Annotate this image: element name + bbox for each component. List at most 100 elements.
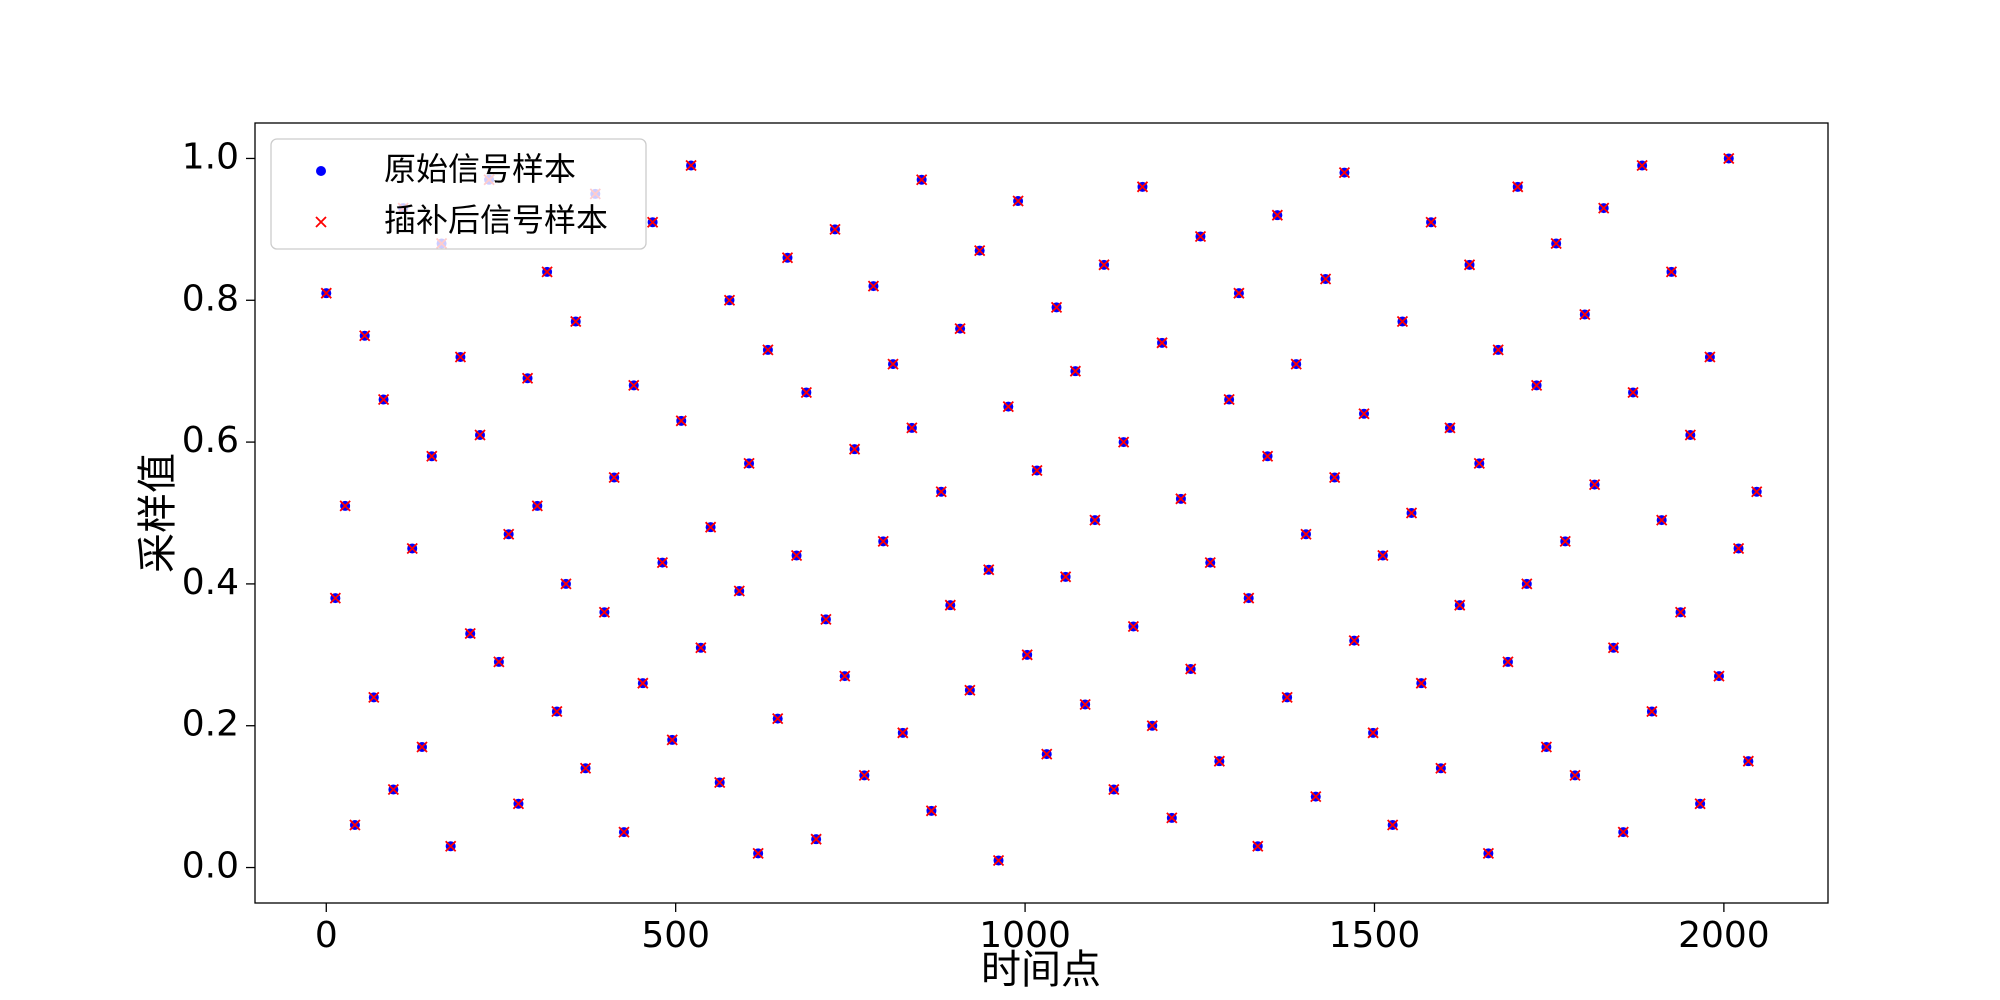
- point-x: [628, 379, 640, 392]
- point-x: [1348, 634, 1360, 647]
- point-x: [1713, 670, 1725, 682]
- legend-label: 原始信号样本: [384, 150, 576, 188]
- point-x: [1243, 592, 1255, 604]
- point-x: [858, 769, 870, 782]
- point-x: [1665, 266, 1678, 278]
- point-x: [1396, 315, 1409, 328]
- point-x: [752, 847, 764, 860]
- point-x: [1627, 386, 1639, 399]
- point-x: [1636, 159, 1648, 172]
- x-axis-label: 时间点: [981, 947, 1101, 993]
- point-x: [733, 585, 745, 597]
- point-x: [618, 826, 630, 838]
- point-x: [1684, 429, 1696, 441]
- point-x: [1694, 798, 1706, 810]
- point-x: [406, 542, 418, 555]
- point-x: [1559, 535, 1571, 548]
- point-x: [666, 734, 678, 746]
- point-x: [474, 429, 486, 441]
- point-x: [829, 223, 841, 236]
- point-x: [1502, 656, 1514, 668]
- y-tick-label: 0.0: [182, 846, 239, 887]
- point-x: [723, 294, 736, 306]
- x-tick-label: 0: [315, 915, 338, 956]
- point-x: [685, 159, 697, 172]
- point-x: [1050, 301, 1063, 314]
- point-x: [1473, 457, 1485, 470]
- point-x: [329, 592, 341, 604]
- point-x: [1021, 649, 1033, 661]
- point-x: [1041, 748, 1053, 760]
- point-x: [820, 613, 832, 626]
- point-x: [464, 627, 476, 640]
- point-x: [387, 783, 399, 796]
- point-x: [1223, 393, 1235, 406]
- y-axis-label: 采样值: [135, 453, 181, 573]
- point-x: [551, 705, 563, 718]
- point-x: [1425, 216, 1437, 228]
- point-x: [359, 330, 371, 342]
- point-x: [560, 578, 572, 590]
- point-x: [1530, 379, 1543, 392]
- point-x: [1579, 308, 1591, 321]
- point-x: [1136, 181, 1149, 193]
- point-x: [608, 471, 620, 484]
- point-x: [570, 315, 582, 328]
- point-x: [1482, 847, 1495, 860]
- point-x: [983, 564, 995, 576]
- point-x: [1588, 478, 1601, 491]
- point-x: [1435, 762, 1447, 774]
- point-x: [1656, 514, 1668, 526]
- point-x: [743, 457, 755, 470]
- point-x: [810, 833, 822, 845]
- point-x: [1732, 542, 1745, 555]
- point-x: [646, 216, 659, 228]
- point-x: [800, 386, 812, 399]
- y-tick-label: 1.0: [182, 136, 239, 177]
- point-x: [925, 805, 938, 817]
- point-x: [1146, 720, 1158, 732]
- x-tick-label: 1500: [1329, 915, 1421, 956]
- point-x: [1127, 620, 1140, 633]
- point-x: [695, 642, 707, 654]
- point-x: [1166, 812, 1178, 824]
- point-x: [1069, 365, 1082, 377]
- point-x: [349, 819, 361, 831]
- point-x: [1079, 698, 1091, 711]
- point-x: [1540, 741, 1553, 753]
- point-x: [1290, 358, 1302, 370]
- point-x: [1261, 450, 1274, 462]
- point-x: [1156, 337, 1168, 349]
- point-x: [416, 741, 428, 753]
- point-x: [315, 216, 327, 228]
- point: [316, 166, 326, 176]
- point-x: [916, 174, 928, 186]
- point-x: [1674, 606, 1687, 618]
- x-tick-label: 500: [641, 915, 710, 956]
- point-x: [964, 684, 976, 696]
- point-x: [1319, 273, 1332, 285]
- point-x: [1194, 230, 1207, 243]
- point-x: [848, 443, 861, 455]
- point-x: [1089, 514, 1101, 526]
- point-x: [503, 528, 515, 540]
- point-x: [1444, 422, 1456, 434]
- point-x: [1607, 642, 1620, 654]
- point-x: [1117, 436, 1130, 448]
- point-x: [704, 521, 717, 533]
- point-x: [541, 266, 553, 278]
- point-x: [1723, 152, 1735, 165]
- point-x: [1300, 528, 1312, 540]
- point-x: [1002, 400, 1014, 413]
- point-x: [1059, 571, 1072, 583]
- point-x: [897, 727, 909, 739]
- point-x: [935, 486, 947, 498]
- point-x: [906, 422, 918, 434]
- point-x: [714, 776, 726, 789]
- point-x: [512, 798, 525, 810]
- point-x: [320, 287, 332, 299]
- point-x: [1377, 549, 1389, 562]
- point-x: [521, 372, 534, 384]
- point-x: [1367, 727, 1379, 739]
